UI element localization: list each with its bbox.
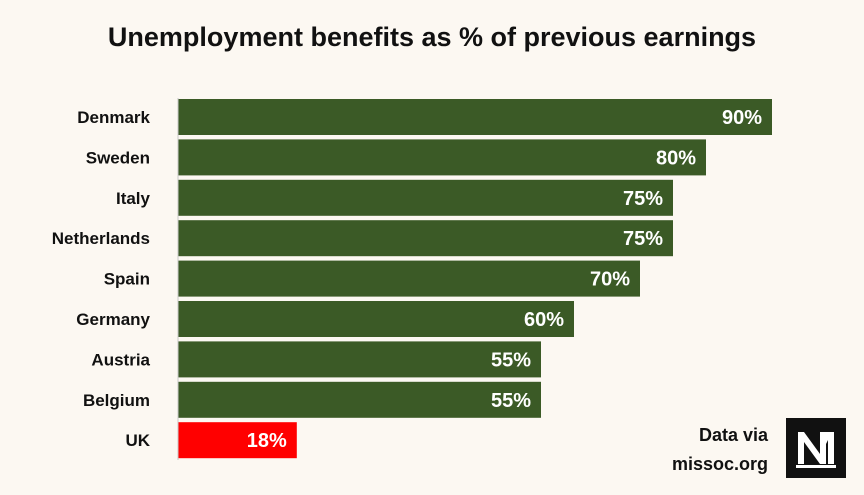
- category-label: Netherlands: [52, 229, 150, 248]
- category-label: Germany: [76, 310, 150, 329]
- bar: [178, 139, 706, 176]
- bar: [178, 179, 673, 216]
- bar: [178, 220, 673, 257]
- chart-title: Unemployment benefits as % of previous e…: [107, 22, 757, 52]
- value-label: 70%: [590, 269, 630, 291]
- category-label: Denmark: [77, 108, 150, 127]
- bar: [178, 341, 541, 378]
- value-label: 60%: [524, 309, 564, 331]
- bar: [178, 381, 541, 418]
- source-line-1: Data via: [698, 425, 768, 445]
- value-label: 80%: [656, 147, 696, 169]
- category-label: UK: [125, 431, 150, 450]
- category-label: Belgium: [83, 391, 150, 410]
- bar: [178, 99, 772, 135]
- bar: [178, 422, 297, 459]
- nm-logo-icon: [786, 418, 846, 478]
- source-note: Data via missoc.org: [640, 421, 768, 479]
- category-label: Italy: [116, 189, 151, 208]
- bar: [178, 260, 640, 297]
- category-label: Sweden: [86, 148, 150, 167]
- value-label: 75%: [623, 228, 663, 250]
- source-line-2: missoc.org: [671, 454, 768, 474]
- value-label: 55%: [491, 390, 531, 412]
- category-label: Spain: [104, 270, 150, 289]
- value-label: 18%: [247, 430, 287, 452]
- value-label: 55%: [491, 349, 531, 371]
- value-label: 75%: [623, 188, 663, 210]
- category-label: Austria: [91, 350, 150, 369]
- bar: [178, 301, 574, 337]
- value-label: 90%: [722, 107, 762, 129]
- bars-group: Denmark 90% Sweden 80% Italy 75% Netherlands 75…: [52, 99, 772, 459]
